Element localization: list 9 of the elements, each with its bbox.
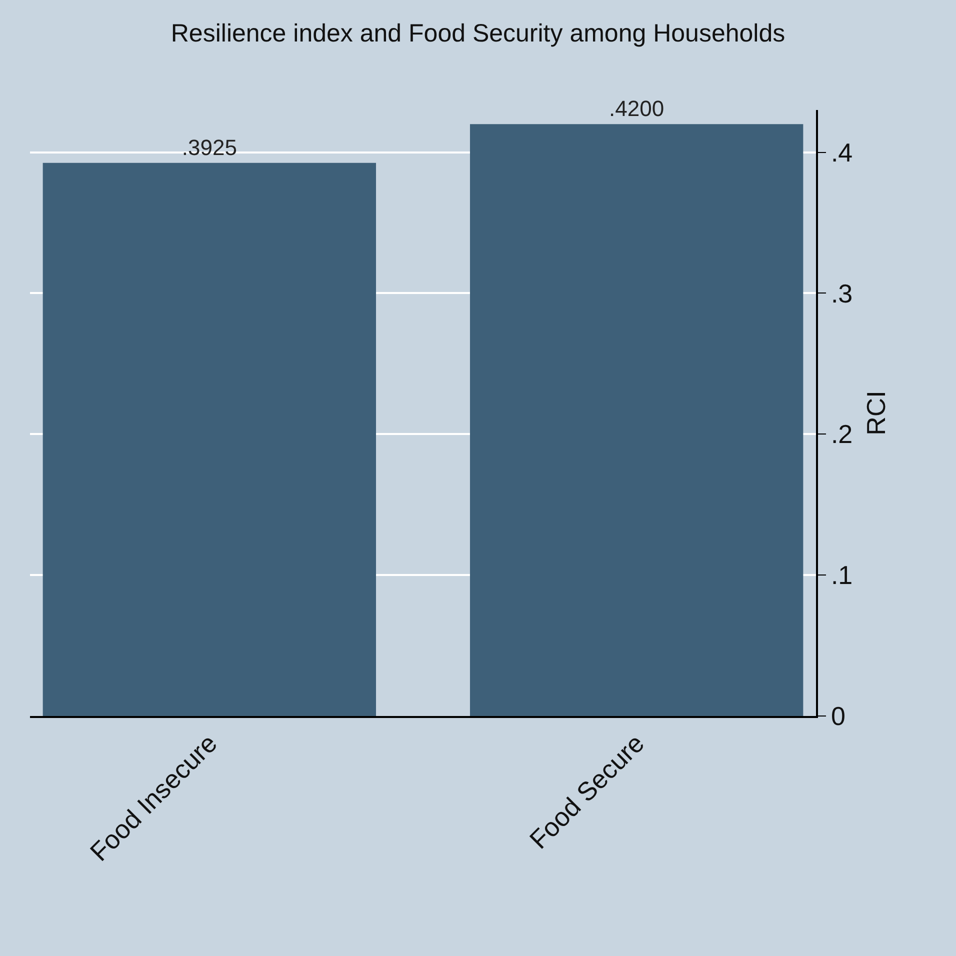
- y-tick-label: 0: [830, 701, 846, 732]
- chart-title: Resilience index and Food Security among Households: [170, 19, 786, 48]
- y-tick-label: .1: [830, 560, 853, 590]
- y-tick-label: .3: [830, 278, 853, 308]
- y-tick-label: .4: [830, 137, 853, 168]
- y-tick-label: .2: [830, 419, 853, 450]
- data-label: .4200: [609, 96, 664, 122]
- y-axis-title: RCI: [860, 390, 891, 436]
- data-label: .3925: [182, 134, 237, 160]
